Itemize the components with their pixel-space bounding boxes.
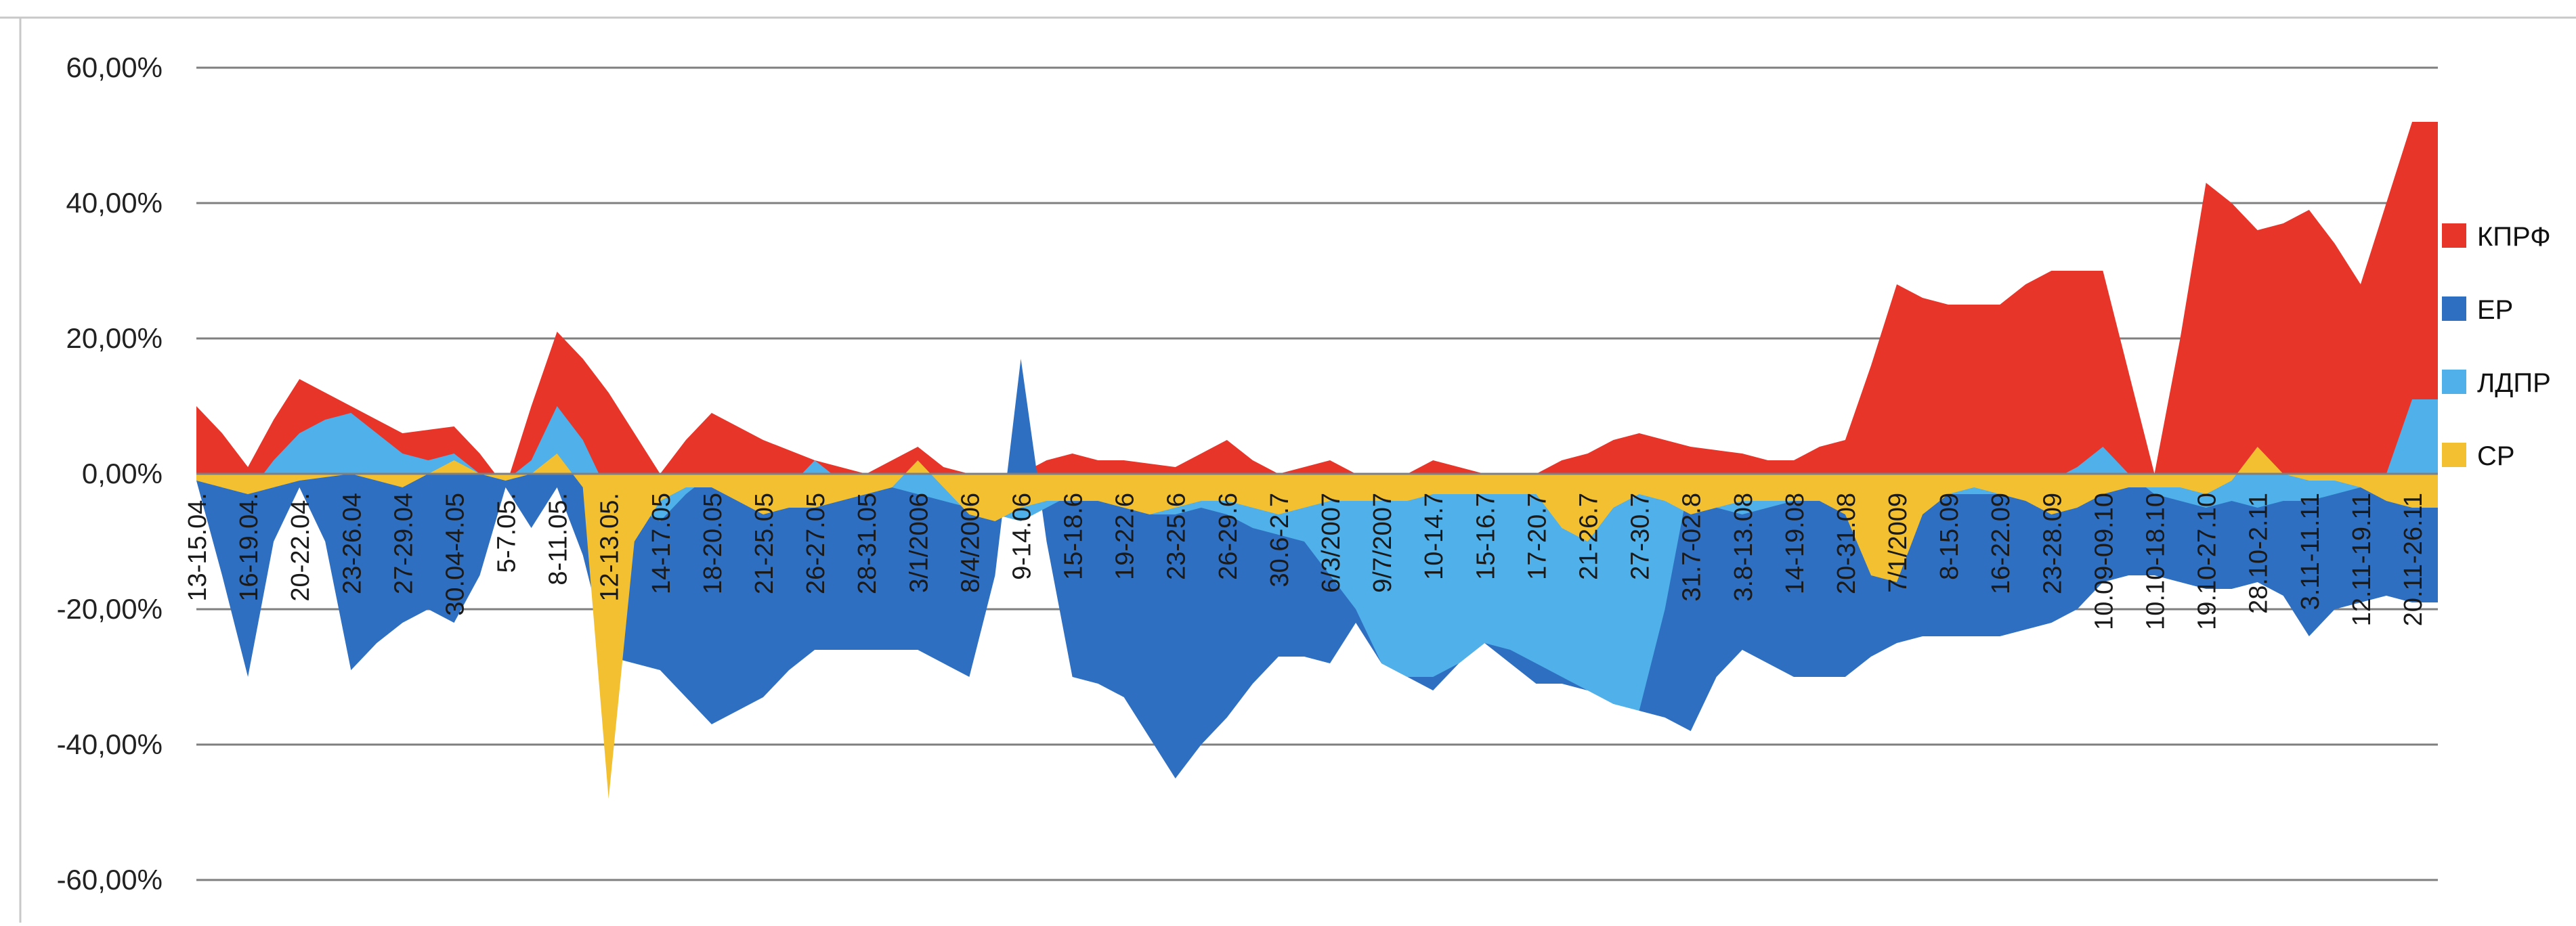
x-category-label: 10.10-18.10: [2141, 493, 2170, 630]
y-tick-label: 60,00%: [66, 51, 163, 83]
legend-label: ЛДПР: [2477, 368, 2551, 398]
legend: КПРФ ЕР ЛДПР СР: [2442, 222, 2551, 471]
legend-label: СР: [2477, 441, 2515, 471]
x-category-label: 6/3/2007: [1317, 493, 1346, 593]
y-tick-label: 40,00%: [66, 187, 163, 219]
x-category-label: 7/1/2009: [1884, 493, 1912, 593]
legend-swatch: [2442, 443, 2466, 467]
legend-label: ЕР: [2477, 295, 2513, 325]
x-category-label: 30.04-4.05: [441, 493, 469, 616]
x-category-label: 17-20.7: [1523, 493, 1551, 580]
y-axis-tick-labels: 60,00% 40,00% 20,00% 0,00% -20,00% -40,00% -60…: [57, 51, 163, 896]
x-category-label: 23-28.09: [2038, 493, 2067, 594]
x-category-label: 3/1/2006: [905, 493, 933, 593]
x-category-label: 19.10-27.10: [2193, 493, 2222, 630]
x-category-label: 5-7.05.: [493, 493, 521, 573]
x-category-label: 16-22.09: [1987, 493, 2015, 594]
y-tick-label: 20,00%: [66, 322, 163, 354]
x-category-label: 15-18.6: [1060, 493, 1088, 580]
x-category-label: 9/7/2007: [1369, 493, 1397, 593]
x-category-label: 31.7-02.8: [1678, 493, 1706, 602]
x-category-label: 28.10-2.11: [2245, 493, 2273, 614]
x-category-label: 13-15.04.: [184, 493, 212, 602]
x-category-label: 3.8-13.08: [1730, 493, 1758, 602]
x-category-label: 18-20.05: [699, 493, 727, 594]
x-category-label: 8/4/2006: [956, 493, 985, 593]
series-area-4: [196, 447, 2438, 799]
x-category-label: 15-16.7: [1472, 493, 1500, 580]
x-category-label: 28-31.05: [853, 493, 882, 594]
y-tick-label: -40,00%: [57, 728, 163, 760]
x-category-label: 12.11-19.11: [2348, 493, 2376, 626]
x-category-label: 16-19.04.: [235, 493, 263, 602]
x-category-label: 19-22.6: [1111, 493, 1140, 580]
legend-label: КПРФ: [2477, 222, 2551, 252]
y-tick-label: -20,00%: [57, 593, 163, 625]
x-category-label: 21-25.05: [750, 493, 779, 594]
x-category-label: 26-27.05: [802, 493, 830, 594]
x-category-label: 30.6-2.7: [1266, 493, 1294, 587]
x-category-label: 8-11.05.: [544, 493, 573, 586]
x-category-label: 27-30.7: [1627, 493, 1655, 580]
x-category-label: 10.09-09.10: [2090, 493, 2118, 630]
x-category-label: 3.11-11.11: [2296, 493, 2325, 610]
plot-areas: [196, 122, 2438, 799]
x-category-label: 23-25.6: [1163, 493, 1191, 580]
x-category-label: 9-14.06: [1008, 493, 1036, 580]
x-category-label: 14-19.08: [1781, 493, 1809, 594]
x-category-label: 14-17.05: [647, 493, 676, 594]
series-area-2: [196, 359, 2438, 778]
x-category-label: 20-31.08: [1832, 493, 1861, 594]
legend-swatch: [2442, 296, 2466, 321]
y-tick-label: 0,00%: [82, 458, 163, 489]
x-category-label: 8-15.09: [1935, 493, 1964, 580]
x-category-label: 27-29.04: [389, 493, 418, 594]
series-area-1: [196, 122, 2438, 487]
y-tick-label: -60,00%: [57, 864, 163, 896]
x-category-label: 20.11-26.11: [2399, 493, 2428, 626]
x-category-label: 10-14.7: [1420, 493, 1448, 580]
x-category-label: 20-22.04.: [286, 493, 315, 602]
x-category-label: 21-26.7: [1574, 493, 1603, 580]
x-axis-category-labels: 13-15.04. 16-19.04. 20-22.04. 23-26.04 27-29…: [184, 493, 2428, 630]
legend-swatch: [2442, 370, 2466, 394]
x-category-label: 12-13.05.: [596, 493, 624, 602]
x-category-label: 23-26.04: [338, 493, 366, 594]
legend-swatch: [2442, 223, 2466, 248]
x-category-label: 26-29.6: [1214, 493, 1243, 580]
